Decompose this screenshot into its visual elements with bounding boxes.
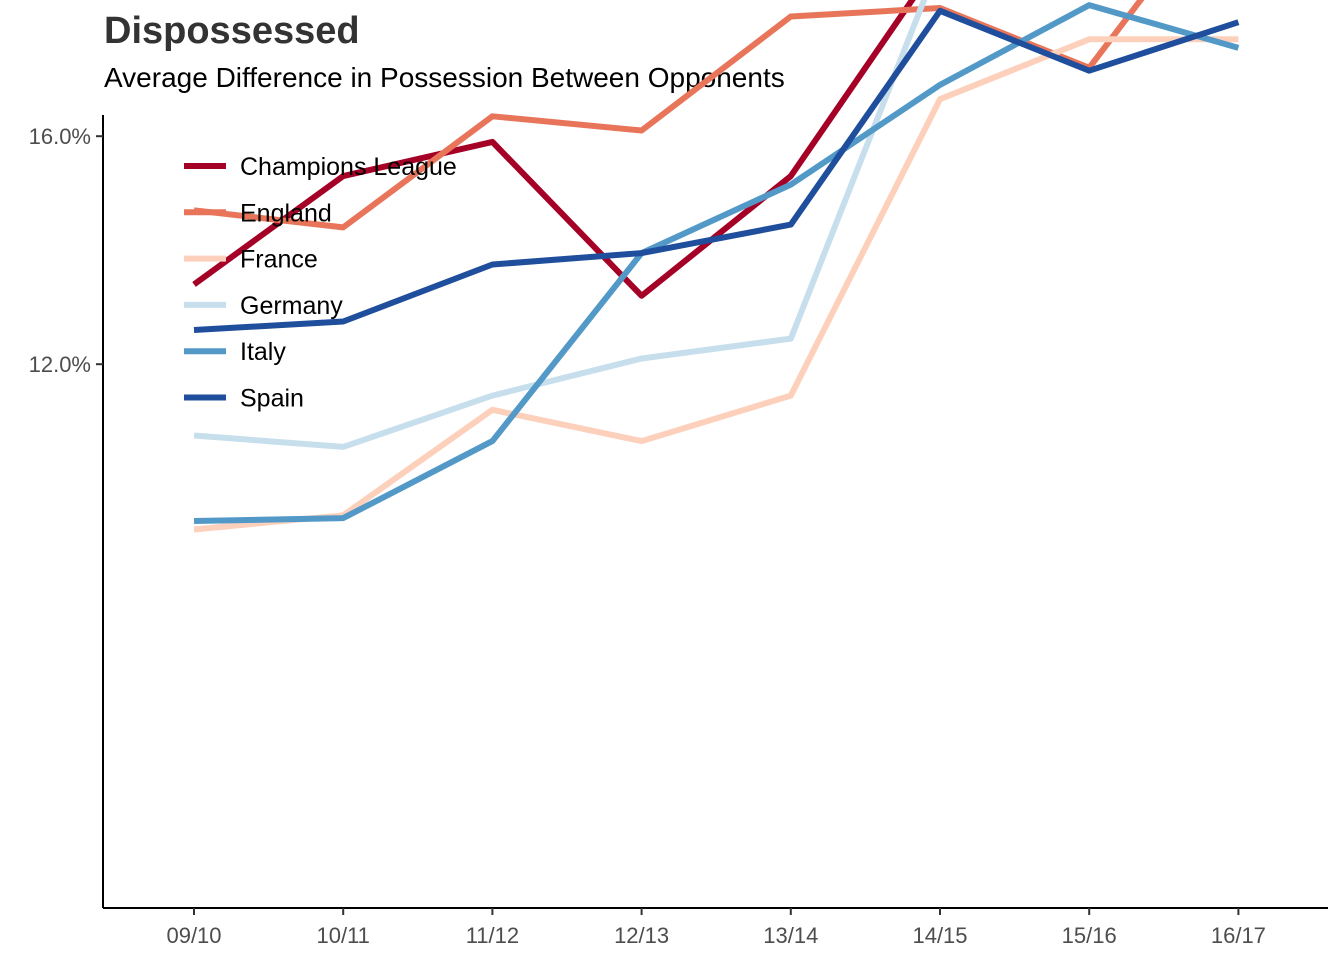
- series-line-england: [193, 0, 1145, 231]
- x-tick-label: 15/16: [1062, 923, 1117, 948]
- legend-item-italy: Italy: [184, 338, 286, 366]
- x-tick-label: 14/15: [912, 923, 967, 948]
- series-line-spain: [193, 7, 1240, 333]
- y-tick-label: 16.0%: [29, 124, 91, 149]
- legend-label: Italy: [240, 338, 286, 366]
- legend-label: Champions League: [240, 153, 457, 181]
- x-tick-label: 12/13: [614, 923, 669, 948]
- legend-item-champions-league: Champions League: [184, 153, 457, 181]
- legend-item-spain: Spain: [184, 385, 304, 413]
- legend-item-germany: Germany: [184, 292, 343, 320]
- legend-label: Germany: [240, 292, 343, 320]
- axes: 12.0%16.0%20.0%09/1010/1111/1212/1313/14…: [29, 115, 1328, 948]
- x-tick-label: 09/10: [166, 923, 221, 948]
- chart-subtitle: Average Difference in Possession Between…: [104, 62, 785, 93]
- legend-item-england: England: [184, 199, 332, 227]
- legend-label: England: [240, 199, 332, 227]
- legend: Champions League England France Germany Ital…: [184, 153, 457, 413]
- series-line-germany: [193, 0, 928, 450]
- x-tick-label: 10/11: [316, 923, 369, 948]
- x-tick-label: 16/17: [1211, 923, 1266, 948]
- x-tick-label: 11/12: [466, 923, 519, 948]
- legend-item-france: France: [184, 246, 318, 274]
- x-tick-label: 13/14: [763, 923, 818, 948]
- series-lines: [192, 0, 1240, 533]
- legend-label: Spain: [240, 385, 304, 413]
- legend-label: France: [240, 246, 318, 274]
- series-line-italy: [193, 2, 1240, 524]
- series-line-france: [193, 36, 1239, 533]
- chart-title: Dispossessed: [104, 10, 360, 52]
- y-tick-label: 12.0%: [29, 352, 91, 377]
